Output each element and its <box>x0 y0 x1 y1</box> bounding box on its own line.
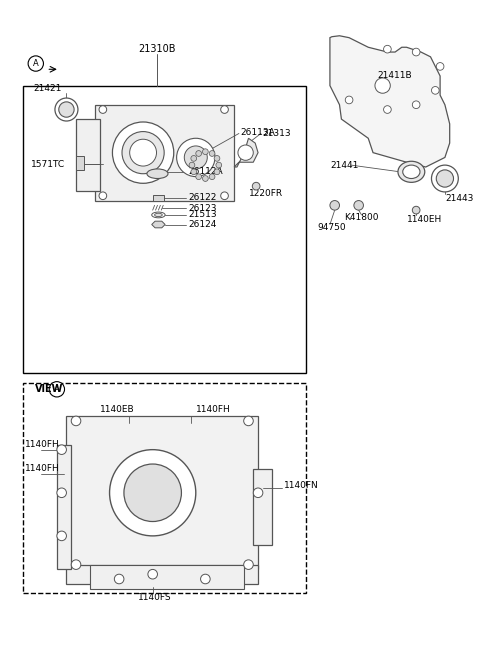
Circle shape <box>214 169 220 175</box>
Circle shape <box>191 155 197 161</box>
Circle shape <box>244 560 253 569</box>
Text: A: A <box>54 384 60 394</box>
Circle shape <box>209 174 215 179</box>
Circle shape <box>114 574 124 584</box>
Circle shape <box>238 145 253 160</box>
Circle shape <box>57 488 66 498</box>
Text: 26112A: 26112A <box>188 167 223 176</box>
Ellipse shape <box>398 161 425 182</box>
Ellipse shape <box>147 169 168 179</box>
Circle shape <box>432 86 439 94</box>
Circle shape <box>209 151 215 157</box>
Circle shape <box>57 531 66 540</box>
Polygon shape <box>152 221 165 228</box>
Bar <box>253 469 273 546</box>
Text: 26113A: 26113A <box>241 128 276 137</box>
Circle shape <box>130 140 156 166</box>
Circle shape <box>252 182 260 190</box>
Text: 21310B: 21310B <box>139 44 176 54</box>
Circle shape <box>71 560 81 569</box>
Bar <box>95 105 234 200</box>
Circle shape <box>354 200 363 210</box>
Bar <box>90 565 244 589</box>
Circle shape <box>375 78 390 93</box>
Text: 21411B: 21411B <box>378 71 412 81</box>
Circle shape <box>412 101 420 109</box>
Circle shape <box>221 105 228 113</box>
Text: A: A <box>33 59 39 68</box>
Text: 1140FH: 1140FH <box>25 440 60 449</box>
Circle shape <box>244 416 253 426</box>
Circle shape <box>28 56 44 71</box>
Circle shape <box>345 96 353 103</box>
Bar <box>66 565 258 584</box>
Polygon shape <box>330 36 450 167</box>
Text: 1220FR: 1220FR <box>249 189 283 198</box>
Ellipse shape <box>152 212 165 218</box>
Text: 21443: 21443 <box>445 194 473 203</box>
Circle shape <box>203 149 208 155</box>
Circle shape <box>221 192 228 200</box>
Text: 1140FN: 1140FN <box>284 481 319 489</box>
Circle shape <box>71 416 81 426</box>
Circle shape <box>57 445 66 455</box>
Text: 1140FH: 1140FH <box>25 464 60 474</box>
Circle shape <box>384 105 391 113</box>
Text: VIEW: VIEW <box>35 384 63 394</box>
Polygon shape <box>234 138 258 167</box>
Circle shape <box>412 206 420 214</box>
Circle shape <box>99 192 107 200</box>
Circle shape <box>432 165 458 192</box>
Text: 1140EB: 1140EB <box>100 405 134 414</box>
Circle shape <box>201 574 210 584</box>
Circle shape <box>189 162 195 168</box>
Text: 1140FH: 1140FH <box>196 405 230 414</box>
Bar <box>76 119 100 191</box>
Text: 1140EH: 1140EH <box>407 215 442 224</box>
Circle shape <box>214 155 220 161</box>
Circle shape <box>124 464 181 521</box>
Circle shape <box>112 122 174 183</box>
Text: 21313: 21313 <box>263 129 291 138</box>
Circle shape <box>184 146 207 169</box>
Text: K41800: K41800 <box>344 214 379 222</box>
Text: 26123: 26123 <box>188 204 216 213</box>
Bar <box>24 383 306 593</box>
Text: 21513: 21513 <box>188 210 217 219</box>
Circle shape <box>55 98 78 121</box>
Circle shape <box>412 48 420 56</box>
Circle shape <box>99 105 107 113</box>
Text: 21421: 21421 <box>33 84 61 93</box>
Bar <box>66 416 258 569</box>
Bar <box>24 86 306 373</box>
Bar <box>76 157 84 170</box>
Circle shape <box>109 450 196 536</box>
Ellipse shape <box>403 165 420 179</box>
Circle shape <box>436 63 444 70</box>
Text: 1140FS: 1140FS <box>138 593 172 602</box>
Circle shape <box>196 151 202 157</box>
Text: 26122: 26122 <box>188 193 216 202</box>
Text: 21441: 21441 <box>330 160 358 170</box>
Ellipse shape <box>155 214 162 217</box>
Circle shape <box>330 200 339 210</box>
Circle shape <box>59 102 74 117</box>
Text: 26124: 26124 <box>188 220 216 229</box>
Text: 94750: 94750 <box>317 223 346 232</box>
Circle shape <box>177 138 215 177</box>
Circle shape <box>148 569 157 579</box>
Circle shape <box>216 162 222 168</box>
Circle shape <box>203 176 208 181</box>
Circle shape <box>122 132 164 174</box>
Circle shape <box>253 488 263 498</box>
Bar <box>57 445 71 569</box>
Text: 1571TC: 1571TC <box>31 160 65 168</box>
Circle shape <box>384 45 391 53</box>
Circle shape <box>196 174 202 179</box>
Circle shape <box>436 170 454 187</box>
Circle shape <box>191 169 197 175</box>
Circle shape <box>49 382 64 397</box>
Bar <box>153 195 164 200</box>
